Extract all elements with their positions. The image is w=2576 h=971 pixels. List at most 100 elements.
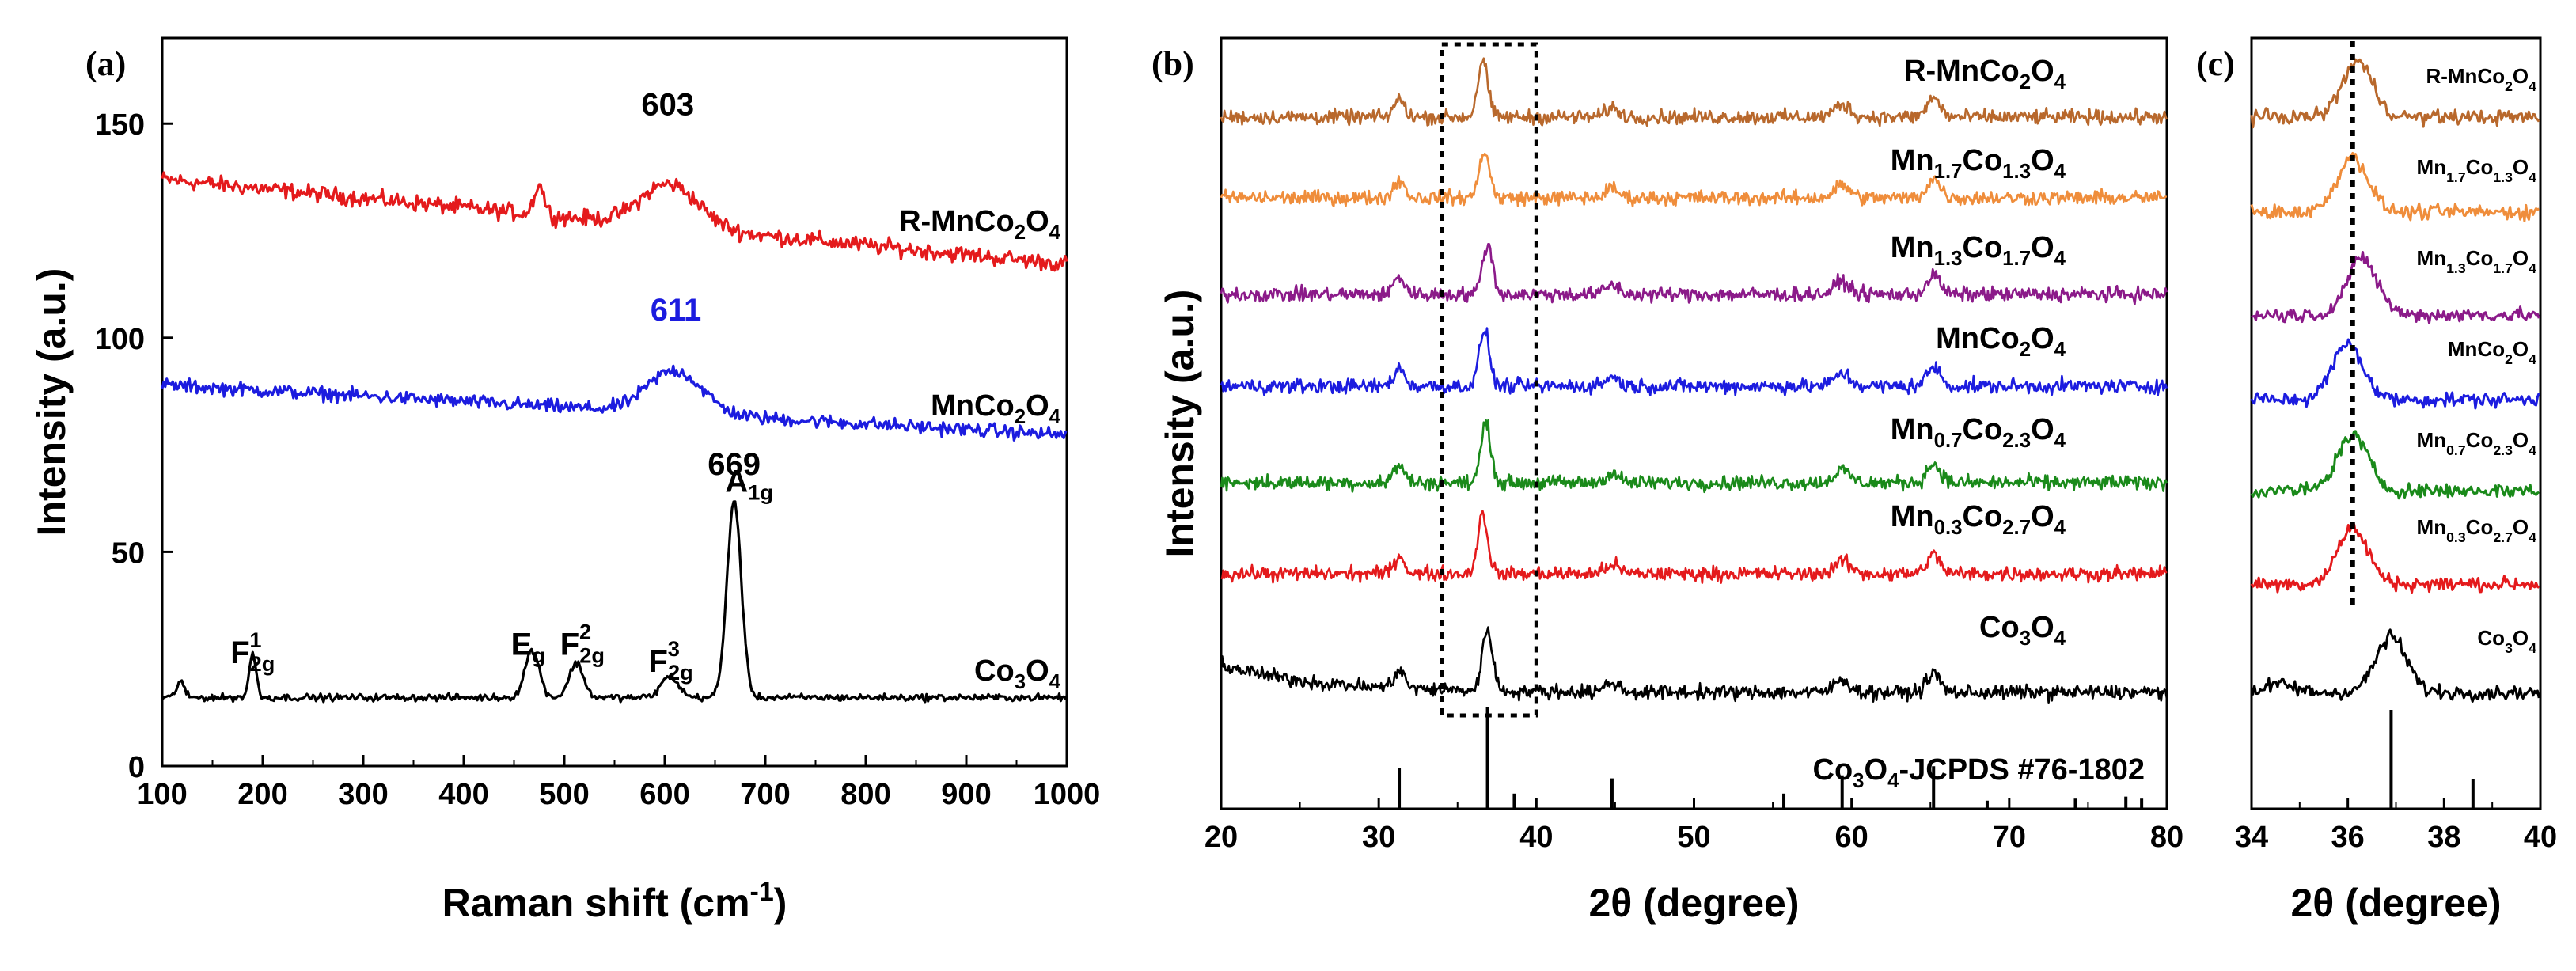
text-part: R-MnCo <box>899 205 1015 238</box>
text-part: Mn <box>2417 515 2447 539</box>
series-label: Mn0.3Co2.7O4 <box>2417 515 2537 545</box>
text-part: Co <box>974 654 1015 688</box>
mode-base: F <box>649 644 668 679</box>
text-part: Co <box>1963 144 2003 177</box>
panel-label: (b) <box>1151 44 1194 83</box>
series-line-2 <box>161 500 1068 704</box>
text-part: Co <box>1963 500 2003 533</box>
series-label: Mn0.3Co2.7O4 <box>1891 500 2066 539</box>
text-part: O <box>2031 322 2054 355</box>
series-line-1 <box>161 364 1068 442</box>
text-part: Co <box>1813 753 1853 787</box>
text-part: 2 <box>2505 351 2513 367</box>
text-part: 2 <box>2505 78 2513 94</box>
x-tick-label: 200 <box>237 778 287 811</box>
text-part: 1.7 <box>1934 161 1963 183</box>
mode-sup: 3 <box>668 636 680 661</box>
text-part: O <box>2513 515 2529 539</box>
series-line-1 <box>1220 152 2168 208</box>
series-label: Co3O4 <box>2477 626 2536 656</box>
text-part: 0.7 <box>1934 430 1963 452</box>
y-tick-label: 50 <box>112 537 145 570</box>
text-part: 4 <box>2054 161 2066 183</box>
text-part: 4 <box>2054 430 2066 452</box>
series-line-2 <box>2251 251 2540 324</box>
text-part: 2 <box>1015 406 1026 428</box>
text-part: 4 <box>2054 628 2066 650</box>
plot-frame <box>2250 36 2542 810</box>
mode-sub: 2g <box>668 660 693 685</box>
text-part: O <box>1026 389 1049 423</box>
x-tick-label: 1000 <box>1034 778 1101 811</box>
text-part: Co <box>2466 515 2494 539</box>
x-tick-label: 20 <box>1205 821 1238 854</box>
x-axis-label: 2θ (degree) <box>2291 881 2502 925</box>
x-tick-label: 36 <box>2331 821 2365 854</box>
text-part: Co <box>1963 413 2003 446</box>
x-tick-label: 70 <box>1993 821 2026 854</box>
text-part: 4 <box>2529 640 2536 656</box>
series-label: MnCo2O4 <box>931 389 1060 428</box>
text-part: O <box>2031 144 2054 177</box>
series-label: Mn0.7Co2.3O4 <box>2417 428 2537 458</box>
series-label: MnCo2O4 <box>1936 322 2066 361</box>
x-label-end: ) <box>774 881 787 925</box>
text-part: 1.3 <box>2493 169 2513 185</box>
y-tick-label: 150 <box>95 108 145 142</box>
text-part: 4 <box>2054 517 2066 539</box>
text-part: O <box>2513 246 2529 270</box>
text-part: O <box>1026 654 1049 688</box>
text-part: 0.3 <box>2446 529 2466 545</box>
reference-label: Co3O4-JCPDS #76-1802 <box>1813 753 2145 792</box>
text-part: Co <box>1979 611 2020 644</box>
text-part: O <box>2513 428 2529 452</box>
mode-label: Eg <box>511 627 545 667</box>
x-tick-label: 34 <box>2235 821 2268 854</box>
text-part: 2 <box>1015 222 1026 244</box>
x-tick-label: 30 <box>1362 821 1395 854</box>
text-part: 3 <box>2020 628 2031 650</box>
text-part: O <box>2031 55 2054 88</box>
text-part: 2 <box>2020 71 2031 93</box>
text-part: 2.3 <box>2002 430 2031 452</box>
x-tick-label: 900 <box>941 778 991 811</box>
series-label: R-MnCo2O4 <box>1904 55 2066 93</box>
text-part: 0.7 <box>2446 442 2466 458</box>
text-part: R-MnCo <box>2426 64 2505 88</box>
mode-base: A <box>725 465 748 499</box>
text-part: 0.3 <box>1934 517 1963 539</box>
text-part: O <box>2513 64 2529 88</box>
text-part: O <box>2031 413 2054 446</box>
text-part: Co <box>2477 626 2505 650</box>
x-tick-label: 100 <box>137 778 187 811</box>
text-part: Mn <box>2417 246 2447 270</box>
mode-sup: 2 <box>579 619 591 643</box>
text-part: Mn <box>1891 500 1934 533</box>
mode-base: F <box>560 627 579 662</box>
series-line-5 <box>1220 510 2168 584</box>
series-label: R-MnCo2O4 <box>899 205 1061 244</box>
series-line-2 <box>1220 242 2168 305</box>
series-label: R-MnCo2O4 <box>2426 64 2536 94</box>
text-part: Mn <box>1891 231 1934 264</box>
x-tick-label: 300 <box>338 778 388 811</box>
text-part: MnCo <box>1936 322 2020 355</box>
text-part: O <box>2513 155 2529 179</box>
text-part: O <box>2031 231 2054 264</box>
text-part: MnCo <box>2448 337 2505 361</box>
text-part: 4 <box>2054 339 2066 361</box>
y-tick-label: 0 <box>128 751 145 784</box>
series-label: Co3O4 <box>974 654 1061 693</box>
series-line-4 <box>2250 430 2540 500</box>
peak-annotation: 669 <box>708 447 761 482</box>
text-part: Co <box>1963 231 2003 264</box>
series-line-4 <box>1220 419 2168 494</box>
x-label-sup: -1 <box>750 877 774 907</box>
text-part: 2.3 <box>2493 442 2513 458</box>
text-part: 2 <box>2020 339 2031 361</box>
x-tick-label: 700 <box>740 778 790 811</box>
highlight-box <box>1440 42 1538 718</box>
text-part: R-MnCo <box>1904 55 2020 88</box>
peak-annotation: 611 <box>651 293 702 328</box>
